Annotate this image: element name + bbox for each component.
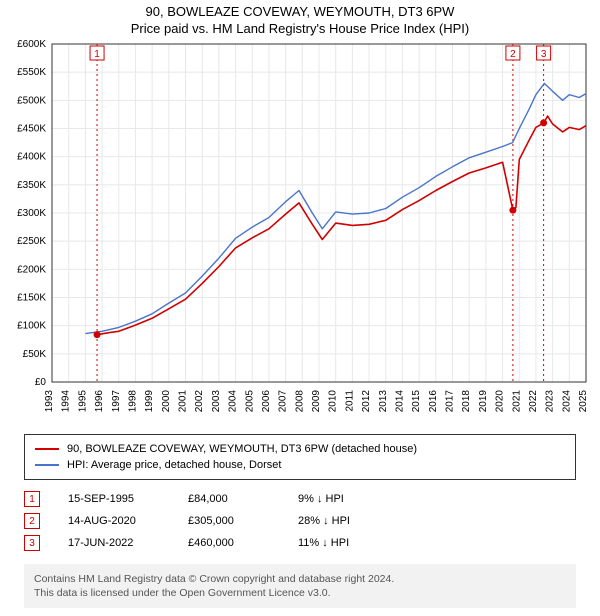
legend-row: 90, BOWLEAZE COVEWAY, WEYMOUTH, DT3 6PW …: [35, 441, 565, 457]
svg-text:1995: 1995: [77, 390, 88, 413]
svg-text:1: 1: [94, 49, 100, 60]
marker-date: 15-SEP-1995: [68, 493, 188, 505]
marker-price: £460,000: [188, 537, 298, 549]
svg-text:£500K: £500K: [17, 95, 46, 106]
svg-text:2017: 2017: [445, 390, 456, 413]
svg-text:£0: £0: [35, 377, 47, 388]
marker-price: £84,000: [188, 493, 298, 505]
svg-text:2018: 2018: [461, 390, 472, 413]
svg-text:2009: 2009: [311, 390, 322, 413]
svg-text:2025: 2025: [578, 390, 589, 413]
svg-text:3: 3: [541, 49, 547, 60]
legend: 90, BOWLEAZE COVEWAY, WEYMOUTH, DT3 6PW …: [24, 434, 576, 480]
svg-text:1998: 1998: [127, 390, 138, 413]
svg-text:2007: 2007: [278, 390, 289, 413]
svg-text:2016: 2016: [428, 390, 439, 413]
marker-row: 2 14-AUG-2020£305,00028% ↓ HPI: [24, 510, 576, 532]
svg-text:2015: 2015: [411, 390, 422, 413]
svg-text:2001: 2001: [178, 390, 189, 413]
svg-text:2004: 2004: [228, 390, 239, 413]
marker-price: £305,000: [188, 515, 298, 527]
svg-text:2019: 2019: [478, 390, 489, 413]
chart: £0 £50K £100K £150K £200K £250K £300K £350K £400…: [0, 38, 600, 428]
svg-text:1994: 1994: [61, 390, 72, 413]
legend-swatch: [35, 448, 59, 450]
svg-text:2006: 2006: [261, 390, 272, 413]
svg-text:2023: 2023: [545, 390, 556, 413]
attribution: Contains HM Land Registry data © Crown c…: [24, 564, 576, 608]
svg-text:1999: 1999: [144, 390, 155, 413]
marker-number-box: 1: [24, 491, 40, 507]
marker-date: 17-JUN-2022: [68, 537, 188, 549]
marker-date: 14-AUG-2020: [68, 515, 188, 527]
svg-text:2008: 2008: [294, 390, 305, 413]
svg-text:£600K: £600K: [17, 39, 46, 50]
svg-text:2024: 2024: [561, 390, 572, 413]
svg-text:£100K: £100K: [17, 321, 46, 332]
svg-text:£450K: £450K: [17, 124, 46, 135]
svg-text:1996: 1996: [94, 390, 105, 413]
marker-table: 1 15-SEP-1995£84,0009% ↓ HPI 2 14-AUG-2020£…: [24, 488, 576, 554]
svg-text:2020: 2020: [495, 390, 506, 413]
chart-svg: £0 £50K £100K £150K £200K £250K £300K £350K £400…: [0, 38, 600, 428]
svg-text:2005: 2005: [244, 390, 255, 413]
svg-text:2011: 2011: [344, 390, 355, 412]
svg-text:£550K: £550K: [17, 67, 46, 78]
title-block: 90, BOWLEAZE COVEWAY, WEYMOUTH, DT3 6PW …: [0, 0, 600, 38]
svg-text:2013: 2013: [378, 390, 389, 413]
svg-text:£400K: £400K: [17, 152, 46, 163]
svg-text:1997: 1997: [111, 390, 122, 413]
title-subtitle: Price paid vs. HM Land Registry's House …: [0, 21, 600, 36]
legend-label: HPI: Average price, detached house, Dors…: [67, 459, 281, 471]
svg-text:1993: 1993: [44, 390, 55, 413]
svg-text:2003: 2003: [211, 390, 222, 413]
svg-text:£250K: £250K: [17, 236, 46, 247]
svg-text:2002: 2002: [194, 390, 205, 413]
svg-text:2012: 2012: [361, 390, 372, 413]
attribution-line1: Contains HM Land Registry data © Crown c…: [34, 572, 566, 586]
attribution-line2: This data is licensed under the Open Gov…: [34, 586, 566, 600]
marker-diff: 9% ↓ HPI: [298, 493, 418, 505]
marker-number-box: 2: [24, 513, 40, 529]
legend-row: HPI: Average price, detached house, Dors…: [35, 457, 565, 473]
legend-label: 90, BOWLEAZE COVEWAY, WEYMOUTH, DT3 6PW …: [67, 443, 417, 455]
marker-row: 3 17-JUN-2022£460,00011% ↓ HPI: [24, 532, 576, 554]
svg-text:2021: 2021: [511, 390, 522, 413]
title-address: 90, BOWLEAZE COVEWAY, WEYMOUTH, DT3 6PW: [0, 4, 600, 19]
marker-number-box: 3: [24, 535, 40, 551]
legend-swatch: [35, 464, 59, 466]
svg-text:2000: 2000: [161, 390, 172, 413]
svg-text:£300K: £300K: [17, 208, 46, 219]
marker-row: 1 15-SEP-1995£84,0009% ↓ HPI: [24, 488, 576, 510]
page-root: 90, BOWLEAZE COVEWAY, WEYMOUTH, DT3 6PW …: [0, 0, 600, 608]
svg-text:£200K: £200K: [17, 264, 46, 275]
svg-text:2: 2: [510, 49, 516, 60]
svg-text:£350K: £350K: [17, 180, 46, 191]
svg-text:£150K: £150K: [17, 293, 46, 304]
svg-text:2022: 2022: [528, 390, 539, 413]
svg-text:£50K: £50K: [23, 349, 47, 360]
svg-text:2010: 2010: [328, 390, 339, 413]
marker-diff: 11% ↓ HPI: [298, 537, 418, 549]
marker-diff: 28% ↓ HPI: [298, 515, 418, 527]
svg-text:2014: 2014: [394, 390, 405, 413]
